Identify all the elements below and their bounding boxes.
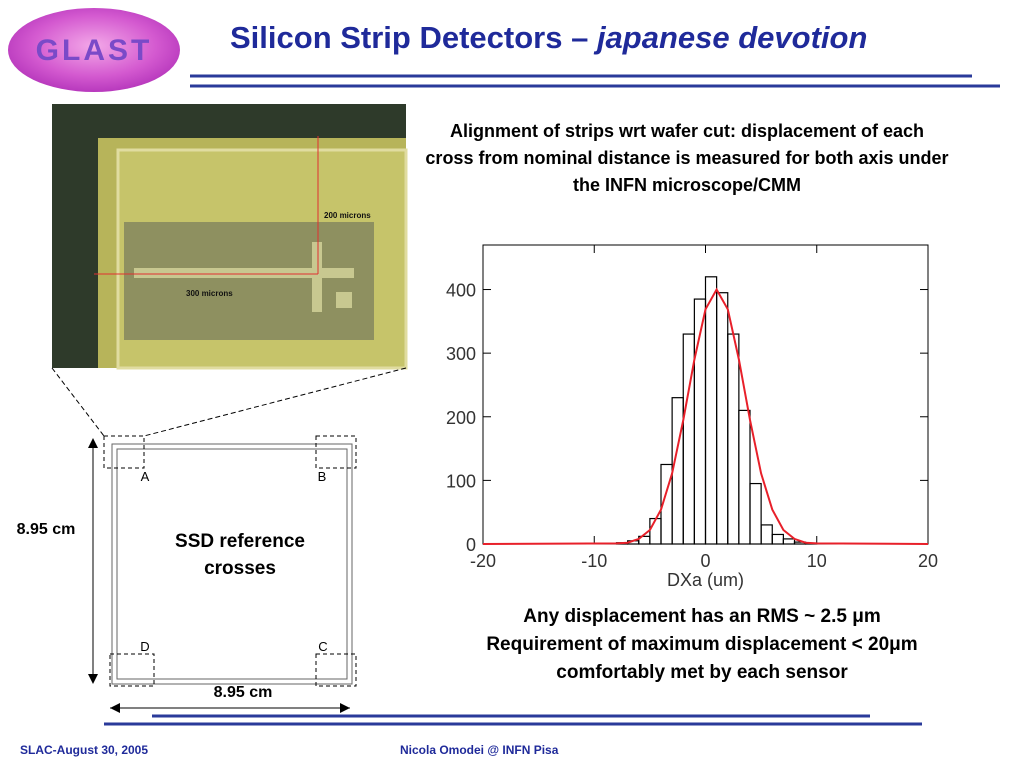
photo-pad — [124, 222, 374, 340]
slide-title: Silicon Strip Detectors – japanese devot… — [230, 20, 867, 56]
logo-text: GLAST — [36, 34, 153, 67]
photo-cross — [312, 242, 322, 312]
center-label: SSD reference crosses — [175, 531, 305, 579]
footer-center: Nicola Omodei @ INFN Pisa — [400, 743, 559, 757]
corner-label: B — [318, 469, 327, 484]
dimension-label: 8.95 cm — [17, 521, 76, 538]
histogram-bar — [716, 292, 729, 545]
conclusion-line: comfortably met by each sensor — [556, 662, 848, 683]
photo-square — [336, 292, 352, 308]
y-tick-label: 0 — [466, 535, 476, 555]
description: Alignment of strips wrt wafer cut: displ… — [425, 121, 949, 195]
conclusion: Any displacement has an RMS ~ 2.5 μm Req… — [420, 603, 984, 687]
y-tick-label: 400 — [446, 281, 476, 301]
histogram-bar — [727, 333, 740, 545]
sensor-outline — [111, 443, 353, 685]
histogram-bar — [749, 482, 762, 545]
corner-box — [109, 653, 155, 687]
photo-label: 300 microns — [186, 289, 233, 298]
title-text: Silicon Strip Detectors – — [230, 20, 597, 55]
title-italic: japanese devotion — [596, 20, 868, 55]
histogram-bar — [671, 397, 684, 545]
conclusion-line: Any displacement has an RMS ~ 2.5 μm — [523, 606, 881, 627]
corner-label: C — [318, 639, 327, 654]
histogram-bar — [738, 409, 751, 545]
photo-label: 200 microns — [324, 211, 371, 220]
corner-label: D — [140, 639, 149, 654]
logo-ellipse — [8, 8, 180, 92]
histogram-bar — [782, 538, 796, 545]
x-tick-label: 20 — [918, 551, 938, 571]
corner-label: A — [141, 469, 150, 484]
x-axis-label: DXa (um) — [667, 570, 744, 590]
corner-box — [103, 435, 145, 469]
x-tick-label: -10 — [581, 551, 607, 571]
x-tick-label: 0 — [700, 551, 710, 571]
x-tick-label: -20 — [470, 551, 496, 571]
fit-curve — [482, 287, 929, 545]
histogram-bar — [704, 276, 718, 545]
x-tick-label: 10 — [807, 551, 827, 571]
footer-left: SLAC-August 30, 2005 — [20, 743, 149, 757]
sensor-outline — [116, 448, 348, 680]
y-tick-label: 200 — [446, 408, 476, 428]
histogram-bar — [649, 517, 662, 545]
y-tick-label: 100 — [446, 471, 476, 491]
corner-box — [315, 435, 357, 469]
zoom-line — [143, 367, 407, 437]
dimension-label: 8.95 cm — [214, 684, 273, 701]
photo-cross — [134, 268, 354, 278]
conclusion-line: Requirement of maximum displacement < 20… — [486, 634, 918, 655]
y-tick-label: 300 — [446, 344, 476, 364]
histogram-bar — [771, 533, 784, 545]
zoom-line — [51, 367, 105, 437]
histogram-bar — [760, 524, 773, 545]
corner-box — [315, 653, 357, 687]
